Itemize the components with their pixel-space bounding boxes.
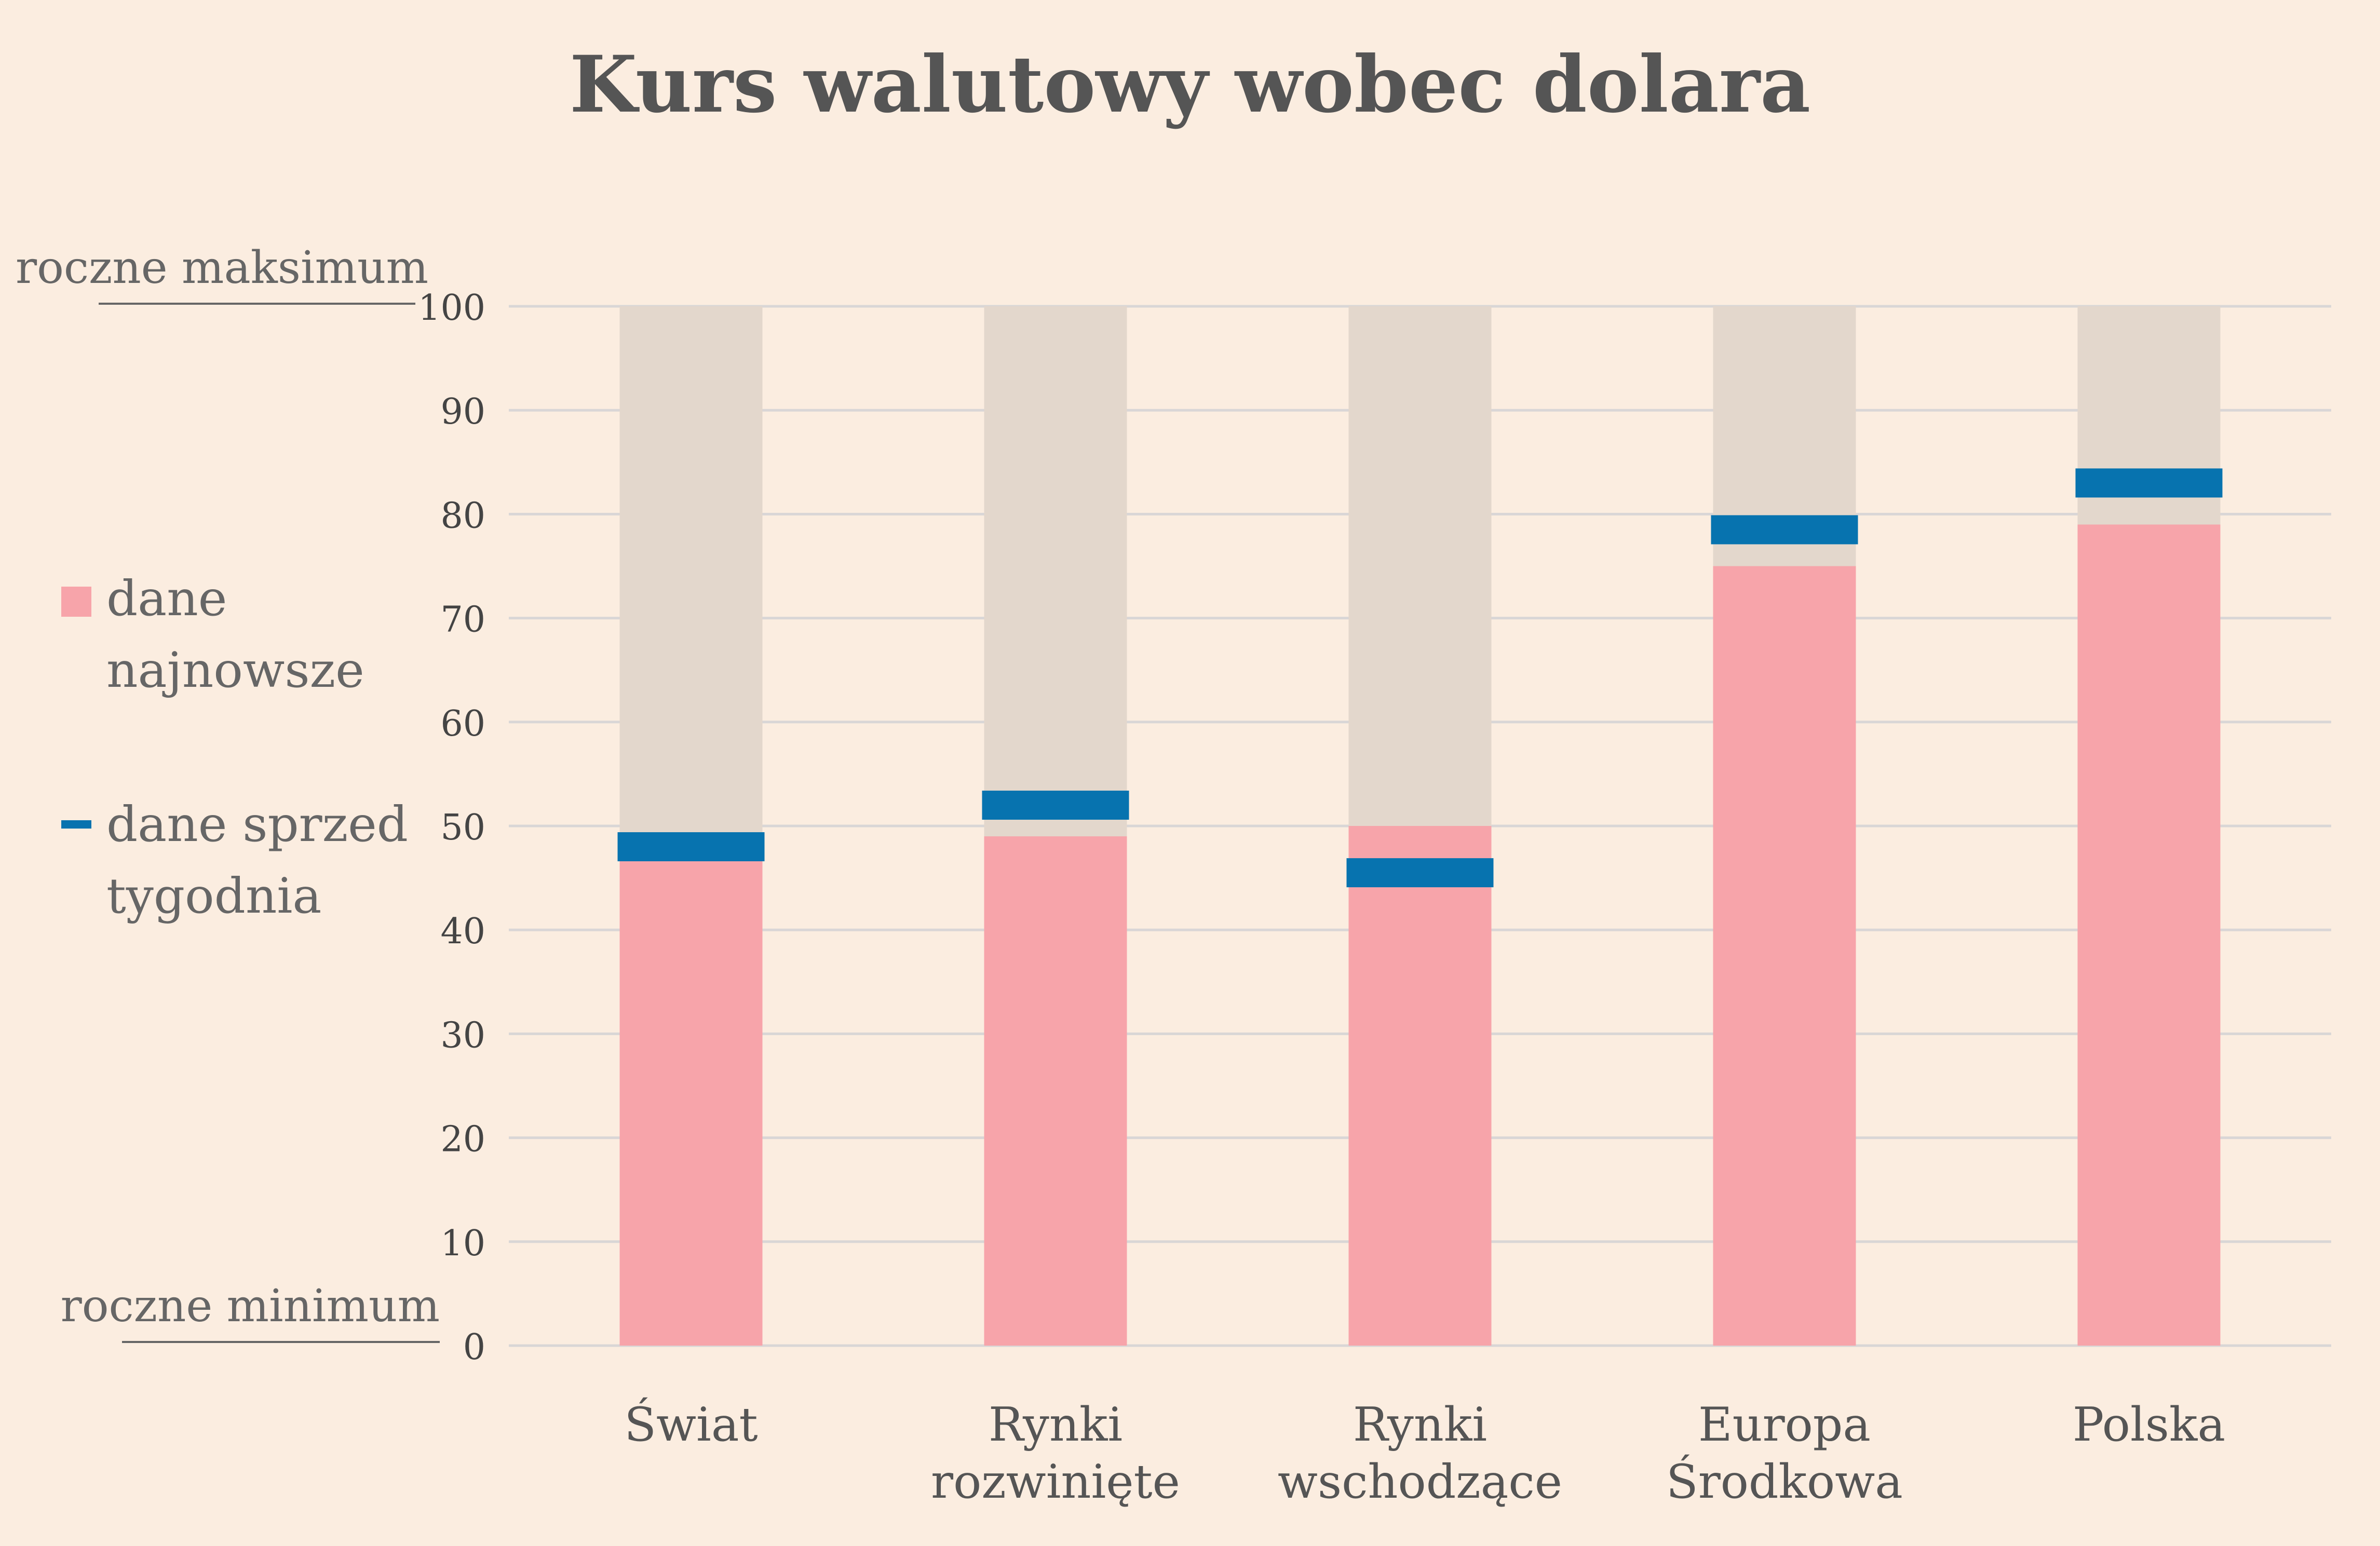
legend-marker-latest [61, 587, 91, 617]
y-tick-label-40: 40 [440, 911, 485, 952]
x-label-3-1: Środkowa [1666, 1454, 1903, 1509]
latest-bar-0 [619, 857, 763, 1346]
latest-bar-4 [2077, 524, 2221, 1346]
x-label-2-1: wschodzące [1278, 1455, 1562, 1509]
y-tick-label-60: 60 [440, 703, 485, 744]
legend-label-latest-0: dane [106, 571, 227, 627]
previous-week-marker-1 [982, 790, 1129, 820]
x-label-3-0: Europa [1698, 1398, 1871, 1452]
y-tick-label-50: 50 [440, 807, 485, 848]
x-label-1-1: rozwinięte [931, 1455, 1180, 1509]
legend-label-previous-0: dane sprzed [106, 796, 408, 853]
y-bottom-note: roczne minimum [61, 1280, 440, 1332]
legend: dane najnowsze dane sprzed tygodnia [61, 571, 408, 925]
y-axis-ticks: 0 10 20 30 40 50 60 70 80 90 100 [418, 288, 485, 1368]
latest-bar-3 [1713, 566, 1856, 1346]
y-tick-label-0: 0 [463, 1327, 485, 1368]
bars [617, 306, 2223, 1346]
x-label-4-0: Polska [2073, 1398, 2225, 1452]
latest-bar-1 [984, 836, 1127, 1346]
previous-week-marker-3 [1711, 515, 1858, 545]
x-label-0-0: Świat [624, 1397, 758, 1452]
x-axis-labels: Świat RynkirozwinięteRynkiwschodząceEurop… [624, 1397, 2225, 1509]
y-tick-label-90: 90 [440, 391, 485, 432]
x-label-1-0: Rynki [989, 1398, 1123, 1452]
legend-marker-previous [61, 820, 91, 829]
y-tick-label-20: 20 [440, 1119, 485, 1160]
legend-label-latest-1: najnowsze [106, 642, 364, 699]
scale-notes: roczne maksimum roczne minimum [16, 242, 440, 1343]
y-tick-label-70: 70 [440, 600, 485, 641]
chart-title: Kurs walutowy wobec dolara [570, 39, 1810, 130]
y-tick-label-100: 100 [418, 288, 485, 329]
latest-bar-2 [1348, 826, 1492, 1346]
y-tick-label-80: 80 [440, 495, 485, 536]
previous-week-marker-4 [2075, 468, 2223, 498]
y-top-note: roczne maksimum [16, 242, 428, 294]
previous-week-marker-2 [1346, 858, 1494, 888]
x-label-2-0: Rynki [1353, 1398, 1487, 1452]
legend-label-previous-1: tygodnia [106, 868, 321, 925]
previous-week-marker-0 [617, 832, 765, 862]
y-tick-label-10: 10 [440, 1223, 485, 1264]
y-tick-label-30: 30 [440, 1015, 485, 1056]
